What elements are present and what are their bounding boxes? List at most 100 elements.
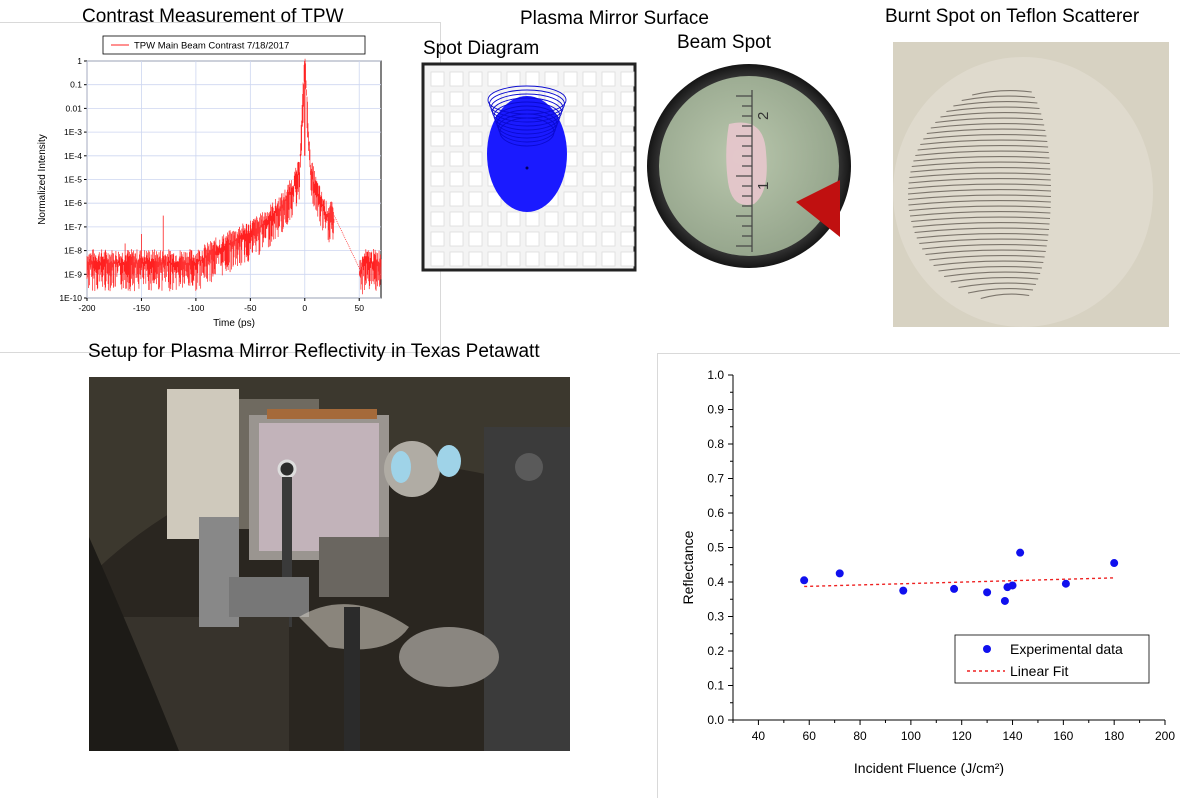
grid-cell [430, 111, 445, 127]
burn-line [913, 156, 1050, 162]
grid-cell [449, 211, 464, 227]
y-tick-label: 0.4 [707, 575, 724, 589]
grid-cell [582, 91, 597, 107]
burn-line [908, 178, 1051, 184]
burn-line [935, 117, 1043, 124]
x-tick-label: -150 [133, 303, 150, 313]
grid-cell [601, 251, 616, 267]
data-point [835, 569, 844, 578]
y-tick-label: 0.9 [707, 403, 724, 417]
grid-cell [563, 171, 578, 187]
y-tick-label: 1 [77, 56, 82, 66]
data-point [1061, 579, 1070, 588]
y-tick-label: 1E-3 [64, 127, 82, 137]
grid-cell [563, 251, 578, 267]
grid-cell [544, 71, 559, 87]
burn-line [926, 128, 1046, 135]
x-tick-label: 140 [1003, 729, 1023, 743]
grid-cell [563, 231, 578, 247]
grid-cell [601, 151, 616, 167]
grid-cell [468, 231, 483, 247]
red-marker [796, 180, 840, 237]
grid-cell [601, 131, 616, 147]
beam-spot-photo: 2 1 [647, 64, 851, 268]
grid-cell [468, 71, 483, 87]
grid-cell [601, 211, 616, 227]
grid-cell [468, 211, 483, 227]
burn-line [909, 172, 1051, 179]
burn-line [980, 293, 1030, 300]
grid-cell [563, 191, 578, 207]
burn-line [925, 249, 1046, 256]
burn-line [912, 222, 1050, 228]
burn-line [929, 254, 1045, 261]
y-tick-label: 0.8 [707, 437, 724, 451]
grid-cell [430, 131, 445, 147]
target-holder [277, 459, 297, 479]
grid-cell [582, 71, 597, 87]
grid-cell [563, 111, 578, 127]
legend-label-data: Experimental data [1010, 641, 1123, 657]
grid-cell [544, 91, 559, 107]
spot-ring [498, 113, 556, 143]
burn-line [933, 260, 1044, 267]
grid-cell [449, 231, 464, 247]
grid-cell [487, 251, 502, 267]
burn-line [938, 265, 1042, 272]
grid-cell [620, 71, 635, 87]
legend-box [954, 634, 1150, 684]
spot-ring [499, 117, 555, 147]
grid-cell [620, 131, 635, 147]
grid-cell [601, 91, 616, 107]
scatter-glow [893, 57, 1153, 327]
x-tick-label: 80 [853, 729, 867, 743]
ruler-label-1: 1 [755, 182, 772, 190]
x-axis-label: Time (ps) [213, 318, 255, 329]
x-axis-label: Incident Fluence (J/cm²) [854, 760, 1004, 776]
burn-line [958, 282, 1036, 289]
grid-cell [430, 91, 445, 107]
grid-cell [601, 71, 616, 87]
grid-cell [620, 251, 635, 267]
y-tick-label: 1E-4 [64, 151, 82, 161]
x-tick-label: -50 [244, 303, 257, 313]
grid-cell [468, 151, 483, 167]
grid-cell [430, 211, 445, 227]
grid-cell [620, 171, 635, 187]
burn-line [907, 189, 1052, 195]
burn-line [946, 106, 1040, 113]
y-tick-label: 1E-5 [64, 175, 82, 185]
spot-center [525, 166, 529, 170]
burn-line [940, 111, 1042, 118]
ruler-label-2: 2 [755, 112, 772, 120]
spot-ring [493, 101, 561, 131]
grid-cell [620, 91, 635, 107]
reflectance-chart: 0.0 0.1 0.2 0.3 0.4 0.5 0.6 0.7 0.8 0.9 1.0 40 60 80 1… [680, 368, 1175, 776]
data-point [1110, 559, 1119, 568]
beam-spot-title: Beam Spot [677, 32, 771, 53]
spot-diagram [421, 62, 637, 272]
burnt-spot-photo [893, 42, 1169, 327]
legend-label: TPW Main Beam Contrast 7/18/2017 [134, 41, 289, 52]
x-tick-label: -200 [78, 303, 95, 313]
x-tick-label: 50 [354, 303, 364, 313]
grid-cell [601, 191, 616, 207]
grid-cell [430, 191, 445, 207]
grid-cell [544, 231, 559, 247]
grid-cell [544, 251, 559, 267]
plasma-mirror-title: Plasma Mirror Surface [520, 8, 709, 29]
grid-cell [620, 151, 635, 167]
grid-cell [525, 251, 540, 267]
y-tick-label: 1E-10 [59, 293, 82, 303]
grid-cell [582, 191, 597, 207]
divider-middle [0, 352, 440, 353]
y-tick-label: 0.2 [707, 644, 724, 658]
grid-cell [487, 211, 502, 227]
decay-segment [333, 215, 362, 273]
burn-line [930, 122, 1045, 129]
data-point [950, 584, 959, 593]
pink-spot [726, 122, 767, 206]
grid-cell [582, 231, 597, 247]
grid-cell [582, 251, 597, 267]
divider-right-vertical [657, 353, 658, 798]
